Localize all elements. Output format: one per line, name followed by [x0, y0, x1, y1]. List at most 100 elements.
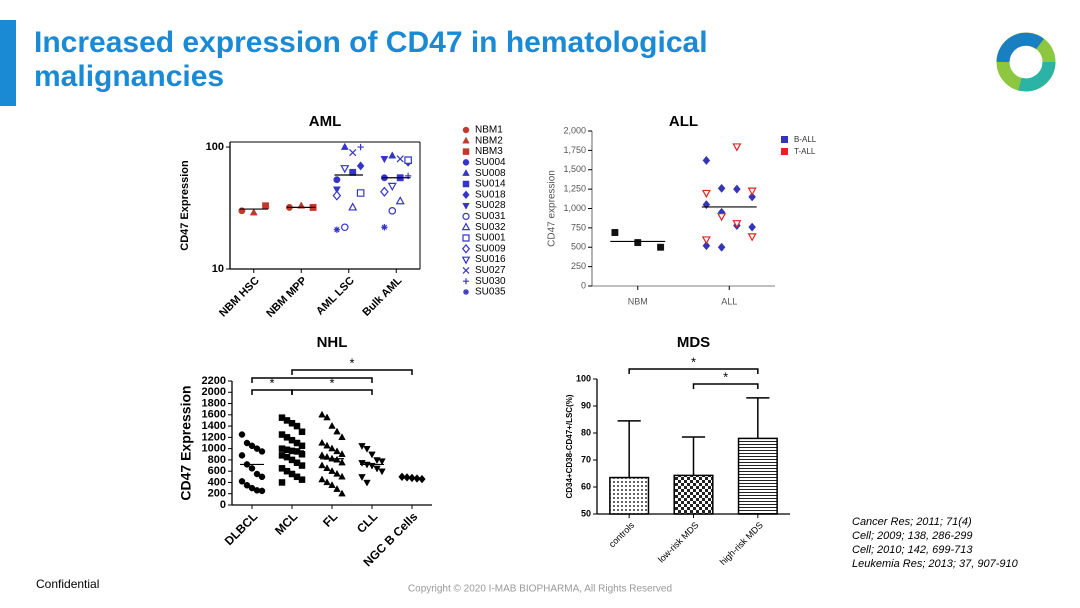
y-tick-label: 1000: [202, 443, 226, 455]
legend-marker: [462, 159, 470, 166]
data-point: [396, 155, 404, 163]
reference: Cell; 2009; 138, 286-299: [852, 530, 972, 542]
data-point: [323, 452, 331, 460]
y-axis-label: CD34+CD38-CD47+/LSC(%): [565, 394, 574, 498]
data-point: [748, 192, 756, 202]
y-tick-label: 50: [581, 508, 591, 518]
data-point: [332, 190, 342, 201]
x-tick-label: Bulk AML: [360, 274, 404, 318]
data-point: [249, 208, 258, 216]
data-point: [363, 479, 371, 487]
data-point: [333, 427, 341, 435]
x-tick-label: NBM: [628, 296, 648, 306]
data-point: [363, 445, 371, 453]
legend-swatch: [781, 148, 788, 155]
legend-marker: [462, 234, 470, 242]
data-point: [381, 224, 388, 231]
legend-marker: [463, 278, 469, 285]
chart-title: MDS: [677, 334, 710, 351]
legend-label: NBM1: [475, 125, 503, 136]
data-point: [318, 461, 326, 469]
data-point: [748, 222, 756, 232]
significance-bracket: [251, 377, 373, 383]
bar: [673, 474, 714, 515]
data-point: [717, 183, 726, 193]
logo: [996, 32, 1056, 92]
significance-label: *: [329, 375, 334, 390]
legend-label: SU030: [475, 276, 506, 287]
chart-title: ALL: [669, 113, 698, 130]
data-point: [338, 450, 346, 457]
legend-label: SU014: [475, 179, 506, 190]
data-point: [358, 474, 366, 481]
legend-label: NBM3: [475, 146, 503, 157]
data-point: [328, 444, 336, 452]
y-tick-label: 750: [571, 222, 586, 232]
data-point: [611, 229, 619, 236]
significance-bracket: [692, 383, 759, 389]
data-point: [340, 165, 350, 174]
y-tick-label: 60: [581, 481, 591, 491]
data-point: [333, 469, 341, 477]
legend-marker: [462, 126, 470, 134]
data-point: [333, 226, 341, 233]
data-point: [238, 478, 246, 485]
data-point: [258, 473, 266, 480]
legend-label: SU031: [475, 211, 506, 222]
data-point: [297, 201, 306, 209]
legend-marker: [462, 212, 470, 220]
data-point: [298, 462, 306, 469]
y-tick-label: 1200: [202, 431, 226, 443]
data-point: [278, 479, 286, 486]
legend-marker: [462, 266, 470, 274]
data-point: [356, 189, 365, 197]
data-point: [323, 478, 331, 486]
data-point: [357, 143, 364, 151]
x-tick-label: high-risk MDS: [718, 520, 765, 567]
data-point: [732, 143, 742, 152]
y-tick-label: 0: [581, 280, 586, 290]
y-tick-label: 800: [208, 454, 226, 466]
data-point: [333, 447, 341, 455]
reference: Cancer Res; 2011; 71(4): [852, 516, 972, 528]
data-point: [323, 441, 331, 449]
y-tick-label: 70: [581, 454, 591, 464]
y-tick-label: 1,500: [563, 164, 586, 174]
y-tick-label: 2200: [202, 375, 226, 387]
data-point: [338, 433, 346, 441]
legend-marker: [462, 190, 470, 200]
data-point: [238, 452, 246, 459]
legend-label: SU016: [475, 254, 506, 265]
data-point: [380, 156, 389, 164]
data-point: [368, 451, 376, 459]
data-point: [298, 476, 306, 483]
data-point: [298, 442, 306, 450]
legend-label: SU009: [475, 243, 506, 254]
x-tick-label: NBM HSC: [217, 275, 262, 320]
reference: Leukemia Res; 2013; 37, 907-910: [852, 558, 1019, 570]
legend-label: T-ALL: [794, 147, 816, 156]
significance-label: *: [723, 369, 728, 384]
data-point: [380, 186, 389, 197]
legend-marker: [462, 202, 470, 210]
y-tick-label: 10: [212, 263, 224, 275]
legend-swatch: [781, 136, 788, 143]
data-point: [747, 233, 757, 242]
y-tick-label: 400: [208, 476, 226, 488]
data-point: [328, 421, 336, 429]
data-point: [323, 413, 331, 421]
data-point: [404, 156, 412, 165]
reference: Cell; 2010; 142, 699-713: [852, 544, 973, 556]
y-tick-label: 500: [571, 242, 586, 252]
y-tick-label: 0: [220, 499, 226, 511]
significance-label: *: [691, 354, 696, 369]
y-tick-label: 2,000: [563, 125, 586, 135]
data-point: [253, 470, 261, 478]
data-point: [253, 445, 261, 452]
data-point: [701, 189, 711, 199]
data-point: [398, 472, 406, 482]
data-point: [418, 474, 426, 484]
x-tick-label: ALL: [721, 296, 737, 306]
legend-marker: [462, 180, 470, 188]
